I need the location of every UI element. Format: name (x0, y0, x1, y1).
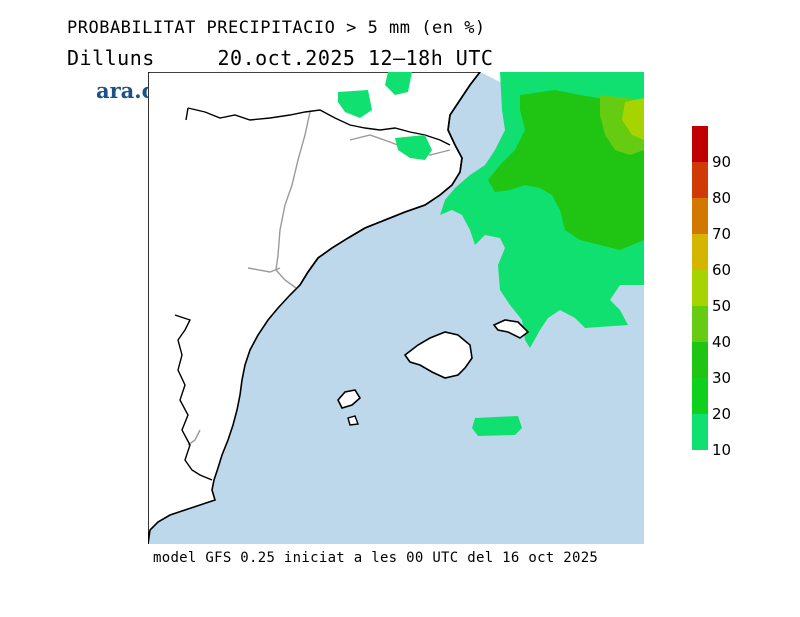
probability-field (338, 72, 644, 436)
legend-tick-label: 60 (712, 261, 732, 279)
date-time-label: 20.oct.2025 12–18h UTC (217, 46, 494, 70)
island-menorca (492, 319, 530, 339)
legend-band-90 (692, 126, 708, 162)
precipitation-map (148, 72, 644, 544)
island-mallorca (403, 331, 473, 379)
coastline (299, 72, 481, 286)
west-border (174, 107, 213, 481)
legend-band-80 (692, 162, 708, 198)
legend-band-60 (692, 234, 708, 270)
model-info: model GFS 0.25 iniciat a les 00 UTC del … (153, 550, 599, 566)
legend-band-70 (692, 198, 708, 234)
legend-band-50 (692, 270, 708, 306)
island-formentera (347, 415, 359, 426)
map-subtitle: Dilluns 20.oct.2025 12–18h UTC (67, 46, 493, 70)
legend-tick-label: 30 (712, 369, 732, 387)
legend-tick-label: 10 (712, 441, 732, 459)
legend-band-10 (692, 414, 708, 450)
legend-tick-label: 20 (712, 405, 732, 423)
legend-band-30 (692, 342, 708, 378)
legend-band-40 (692, 306, 708, 342)
legend-tick-label: 40 (712, 333, 732, 351)
day-label: Dilluns (67, 46, 155, 70)
island-eivissa (337, 389, 362, 409)
legend-tick-label: 90 (712, 153, 732, 171)
legend-tick-label: 80 (712, 189, 732, 207)
legend-tick-label: 70 (712, 225, 732, 243)
france-border (187, 107, 451, 146)
legend-tick-label: 50 (712, 297, 732, 315)
legend-band-20 (692, 378, 708, 414)
map-title: PROBABILITAT PRECIPITACIO > 5 mm (en %) (67, 18, 486, 38)
